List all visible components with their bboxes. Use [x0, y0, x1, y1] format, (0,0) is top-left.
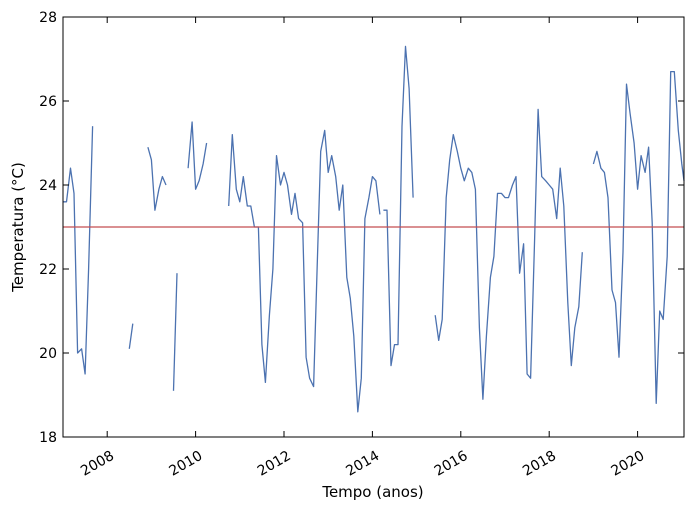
y-tick-label: 28 — [39, 10, 57, 26]
ticks-layer: 18 20 22 24 26 28 2008 2010 2012 2014 2016 2018 2020 — [39, 10, 684, 480]
series-line-segment — [172, 273, 178, 391]
y-tick-label: 20 — [39, 346, 57, 362]
x-tick-label: 2008 — [78, 448, 117, 480]
series-line-segment — [383, 45, 414, 367]
y-tick-label: 18 — [39, 430, 57, 446]
y-axis-label: Temperatura (°C) — [9, 162, 27, 293]
series-line-segment — [434, 108, 583, 400]
y-tick-label: 22 — [39, 262, 57, 278]
series-line-segment — [63, 126, 94, 375]
series-line-segment — [128, 323, 134, 349]
x-tick-label: 2010 — [167, 448, 206, 480]
x-axis-label: Tempo (anos) — [321, 483, 423, 501]
y-tick-label: 26 — [39, 94, 57, 110]
plot-content — [63, 45, 685, 413]
x-tick-label: 2018 — [520, 448, 559, 480]
series-line-segment — [228, 129, 381, 413]
x-tick-label: 2014 — [343, 448, 382, 480]
series-line-segment — [187, 121, 208, 190]
series-line-segment — [147, 147, 167, 211]
x-tick-label: 2020 — [609, 448, 648, 480]
x-tick-label: 2016 — [432, 448, 471, 480]
series-line-segment — [592, 70, 685, 405]
plot-frame — [62, 16, 685, 438]
y-tick-label: 24 — [39, 178, 57, 194]
x-tick-label: 2012 — [255, 448, 294, 480]
